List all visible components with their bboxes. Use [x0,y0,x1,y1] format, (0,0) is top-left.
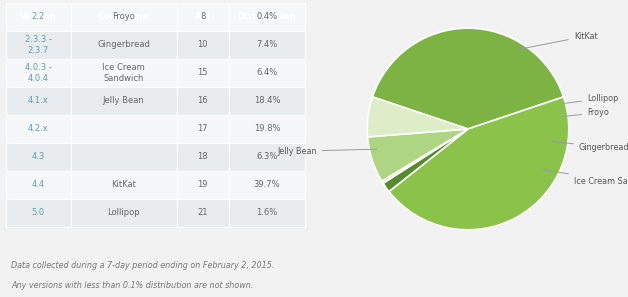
Text: 1.6%: 1.6% [256,208,278,217]
Text: 0.4%: 0.4% [256,12,278,21]
Text: 5.0: 5.0 [32,208,45,217]
Text: 4.4: 4.4 [32,181,45,189]
FancyBboxPatch shape [6,59,70,87]
Text: 10: 10 [197,40,208,50]
FancyBboxPatch shape [176,3,229,31]
FancyBboxPatch shape [229,115,305,143]
Text: Froyo: Froyo [112,12,135,21]
FancyBboxPatch shape [6,143,70,171]
FancyBboxPatch shape [70,143,176,171]
Wedge shape [382,129,468,183]
FancyBboxPatch shape [176,59,229,87]
FancyBboxPatch shape [70,115,176,143]
Text: 19.8%: 19.8% [254,124,280,133]
FancyBboxPatch shape [6,115,70,143]
Text: Ice Cream Sandwich: Ice Cream Sandwich [543,170,628,186]
FancyBboxPatch shape [229,199,305,227]
Text: Froyo: Froyo [561,108,609,117]
Text: 4.2.x: 4.2.x [28,124,49,133]
FancyBboxPatch shape [176,87,229,115]
Wedge shape [389,97,569,230]
FancyBboxPatch shape [70,31,176,59]
Wedge shape [367,97,468,137]
FancyBboxPatch shape [229,59,305,87]
FancyBboxPatch shape [6,87,70,115]
FancyBboxPatch shape [70,3,176,31]
FancyBboxPatch shape [70,87,176,115]
Text: 4.0.3 -
4.0.4: 4.0.3 - 4.0.4 [25,63,51,83]
Text: Any versions with less than 0.1% distribution are not shown.: Any versions with less than 0.1% distrib… [11,281,254,290]
Text: 16: 16 [197,97,208,105]
Text: Data collected during a 7-day period ending on February 2, 2015.: Data collected during a 7-day period end… [11,261,274,270]
FancyBboxPatch shape [229,3,305,31]
FancyBboxPatch shape [70,199,176,227]
FancyBboxPatch shape [176,199,229,227]
FancyBboxPatch shape [176,171,229,199]
Text: Gingerbread: Gingerbread [97,40,150,50]
Text: 15: 15 [197,69,208,78]
FancyBboxPatch shape [229,3,305,31]
FancyBboxPatch shape [229,171,305,199]
FancyBboxPatch shape [176,3,229,31]
FancyBboxPatch shape [176,31,229,59]
Text: 18: 18 [197,152,208,162]
Text: Jelly Bean: Jelly Bean [102,97,144,105]
Text: API: API [195,12,211,21]
Text: 2.3.3 -
2.3.7: 2.3.3 - 2.3.7 [25,35,52,55]
Text: Jelly Bean: Jelly Bean [278,147,377,156]
FancyBboxPatch shape [6,199,70,227]
Text: 39.7%: 39.7% [254,181,280,189]
Text: 19: 19 [197,181,208,189]
Text: 7.4%: 7.4% [256,40,278,50]
Text: 18.4%: 18.4% [254,97,280,105]
Text: Ice Cream
Sandwich: Ice Cream Sandwich [102,63,145,83]
FancyBboxPatch shape [6,3,70,31]
Wedge shape [372,28,563,129]
FancyBboxPatch shape [176,115,229,143]
Text: Lollipop: Lollipop [107,208,140,217]
FancyBboxPatch shape [176,143,229,171]
Text: 8: 8 [200,12,205,21]
FancyBboxPatch shape [229,31,305,59]
Text: KitKat: KitKat [516,32,597,50]
Text: Lollipop: Lollipop [563,94,618,103]
Wedge shape [367,129,468,181]
Text: Distribution: Distribution [237,12,296,21]
FancyBboxPatch shape [229,87,305,115]
FancyBboxPatch shape [6,3,70,31]
Text: Gingerbread: Gingerbread [551,141,628,152]
FancyBboxPatch shape [6,171,70,199]
FancyBboxPatch shape [229,143,305,171]
Text: Version: Version [20,12,57,21]
Text: 4.1.x: 4.1.x [28,97,49,105]
FancyBboxPatch shape [6,31,70,59]
FancyBboxPatch shape [70,3,176,31]
Text: 17: 17 [197,124,208,133]
FancyBboxPatch shape [70,171,176,199]
Text: Codename: Codename [98,12,149,21]
Text: 2.2: 2.2 [32,12,45,21]
Wedge shape [383,129,468,192]
Text: 4.3: 4.3 [32,152,45,162]
Text: 21: 21 [197,208,208,217]
Text: 6.3%: 6.3% [256,152,278,162]
Text: KitKat: KitKat [111,181,136,189]
FancyBboxPatch shape [70,59,176,87]
Text: 6.4%: 6.4% [256,69,278,78]
